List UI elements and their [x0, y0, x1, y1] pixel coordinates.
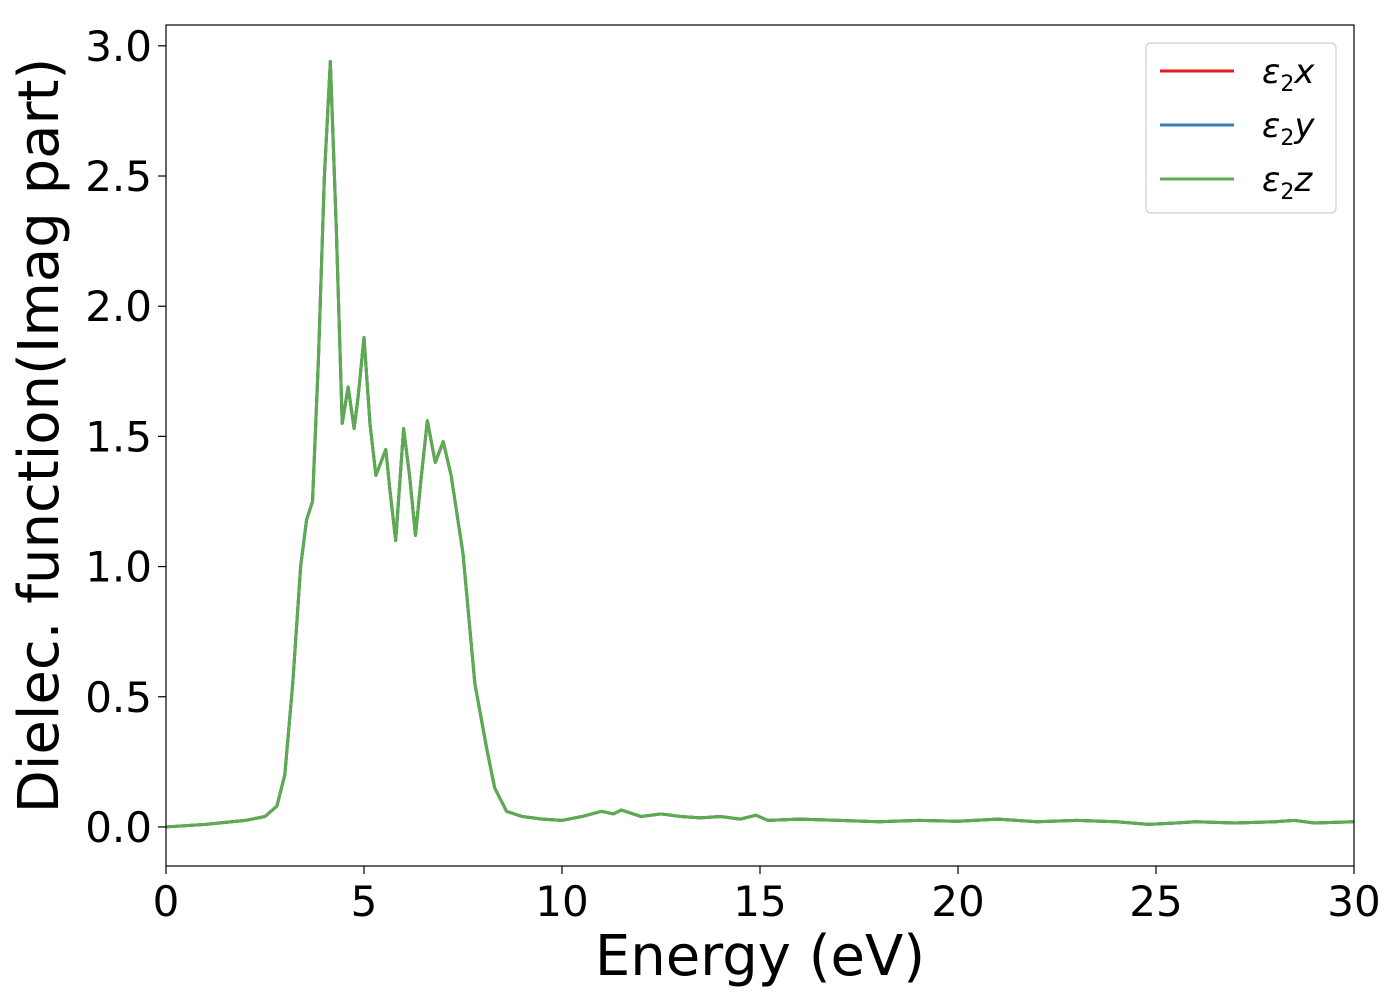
- legend-label-suffix: z: [1293, 160, 1313, 200]
- x-tick-label: 25: [1129, 877, 1182, 926]
- series-layer: [165, 59, 1355, 829]
- y-tick-label: 2.5: [85, 152, 152, 201]
- x-tick-label: 10: [535, 877, 588, 926]
- x-tick-label: 0: [153, 877, 180, 926]
- legend-label-2: ε2y: [1262, 106, 1315, 151]
- legend-label-suffix: x: [1293, 52, 1315, 92]
- legend-label-subscript: 2: [1280, 126, 1294, 151]
- series-line-3: [165, 59, 1355, 829]
- y-tick-label: 3.0: [85, 22, 152, 71]
- x-tick-label: 20: [931, 877, 984, 926]
- y-tick-label: 0.0: [85, 803, 152, 852]
- x-tick-label: 5: [351, 877, 378, 926]
- legend-label-subscript: 2: [1280, 72, 1294, 97]
- y-tick-label: 1.0: [85, 543, 152, 592]
- legend-label-1: ε2x: [1262, 52, 1315, 97]
- y-axis-title: Dielec. function(Imag part): [7, 58, 72, 814]
- legend-label-subscript: 2: [1280, 180, 1294, 205]
- y-axis: 0.0 0.5 1.0 1.5 2.0 2.5 3.0: [85, 22, 166, 852]
- legend-label-3: ε2z: [1262, 160, 1313, 205]
- x-axis-title: Energy (eV): [595, 924, 925, 989]
- x-tick-label: 30: [1327, 877, 1380, 926]
- legend-label-suffix: y: [1293, 106, 1315, 146]
- legend-label-base: ε: [1262, 160, 1280, 200]
- y-tick-label: 2.0: [85, 282, 152, 331]
- x-tick-label: 15: [733, 877, 786, 926]
- legend-label-base: ε: [1262, 106, 1280, 146]
- x-axis: 0 5 10 15 20 25 30: [153, 866, 1381, 926]
- legend-box: [1145, 42, 1337, 214]
- y-tick-label: 0.5: [85, 673, 152, 722]
- y-tick-label: 1.5: [85, 412, 152, 461]
- legend-label-base: ε: [1262, 52, 1280, 92]
